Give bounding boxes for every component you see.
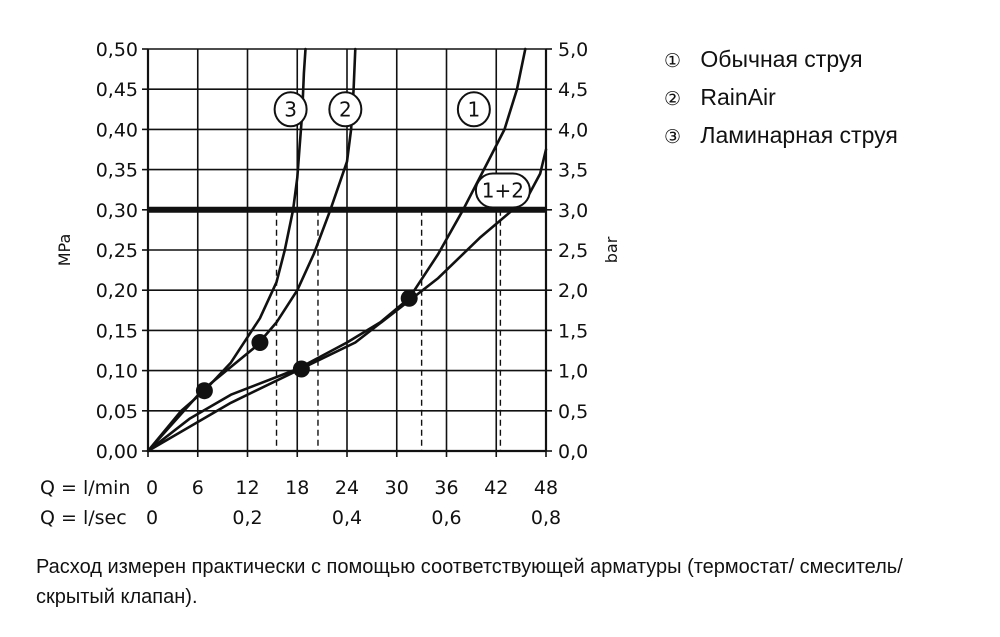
y-right-tick-label: 3,0 (558, 200, 588, 222)
x-tick-label-lsec: 0 (146, 507, 158, 529)
legend-marker-3: ③ (664, 126, 682, 148)
x-tick-label-lmin: 48 (534, 477, 558, 499)
legend-label-1: Обычная струя (700, 46, 863, 72)
measurement-note: Расход измерен практически с помощью соо… (36, 556, 903, 608)
y-left-tick-label: 0,05 (96, 401, 138, 423)
y-left-tick-label: 0,35 (96, 160, 138, 182)
y-right-tick-label: 1,5 (558, 320, 588, 342)
x-tick-label-lsec: 0,4 (332, 507, 362, 529)
x-axis-title-lmin: Q = l/min (40, 477, 130, 499)
curve-label-bubble (328, 91, 363, 128)
y-right-tick-label: 2,0 (558, 280, 588, 302)
x-tick-label-lsec: 0,8 (531, 507, 561, 529)
data-point-marker (251, 333, 269, 351)
legend-item-rainair: ② RainAir (664, 78, 898, 116)
curve-label-bubble (456, 91, 491, 128)
y-left-tick-label: 0,10 (96, 361, 138, 383)
x-tick-label-lmin: 36 (434, 477, 458, 499)
curve-label-bubble (273, 91, 308, 128)
y-left-tick-label: 0,15 (96, 320, 138, 342)
legend-item-laminar-jet: ③ Ламинарная струя (664, 116, 898, 154)
legend-marker-2: ② (664, 88, 682, 110)
x-tick-label-lmin: 6 (192, 477, 204, 499)
y-left-tick-label: 0,50 (96, 39, 138, 61)
curve-label-text: 1 (467, 97, 480, 121)
series-curve-1-plus-2 (146, 148, 548, 453)
curve-label-bubble (474, 172, 531, 209)
x-tick-label-lmin: 18 (285, 477, 309, 499)
y-left-tick-label: 0,00 (96, 441, 138, 463)
x-tick-label-lsec: 0,6 (431, 507, 461, 529)
data-point-marker (292, 360, 310, 378)
y-right-tick-label: 0,0 (558, 441, 588, 463)
legend-item-standard-jet: ① Обычная струя (664, 40, 898, 78)
y-right-tick-label: 2,5 (558, 240, 588, 262)
x-tick-label-lmin: 0 (146, 477, 158, 499)
y-left-tick-label: 0,30 (96, 200, 138, 222)
y-left-tick-label: 0,45 (96, 79, 138, 101)
legend-marker-1: ① (664, 50, 682, 72)
y-left-axis-title: MPa (55, 234, 74, 267)
y-right-tick-label: 5,0 (558, 39, 588, 61)
y-right-axis-title: bar (602, 236, 621, 263)
curve-label-text: 3 (284, 97, 297, 121)
legend: ① Обычная струя ② RainAir ③ Ламинарная с… (664, 40, 898, 154)
legend-label-3: Ламинарная струя (700, 122, 898, 148)
y-left-tick-label: 0,20 (96, 280, 138, 302)
x-tick-label-lmin: 42 (484, 477, 508, 499)
y-right-tick-label: 0,5 (558, 401, 588, 423)
curve-label-text: 2 (339, 97, 352, 121)
x-tick-label-lmin: 24 (335, 477, 359, 499)
x-tick-label-lmin: 30 (385, 477, 409, 499)
data-point-marker (400, 289, 418, 307)
y-right-tick-label: 3,5 (558, 160, 588, 182)
curve-label-text: 1+2 (482, 179, 524, 203)
data-point-marker (195, 382, 213, 400)
y-left-tick-label: 0,40 (96, 119, 138, 141)
y-right-tick-label: 4,0 (558, 119, 588, 141)
y-left-tick-label: 0,25 (96, 240, 138, 262)
x-tick-label-lsec: 0,2 (232, 507, 262, 529)
y-right-tick-label: 1,0 (558, 361, 588, 383)
x-axis-title-lsec: Q = l/sec (40, 507, 127, 529)
y-right-tick-label: 4,5 (558, 79, 588, 101)
legend-label-2: RainAir (700, 84, 776, 110)
x-tick-label-lmin: 12 (235, 477, 259, 499)
